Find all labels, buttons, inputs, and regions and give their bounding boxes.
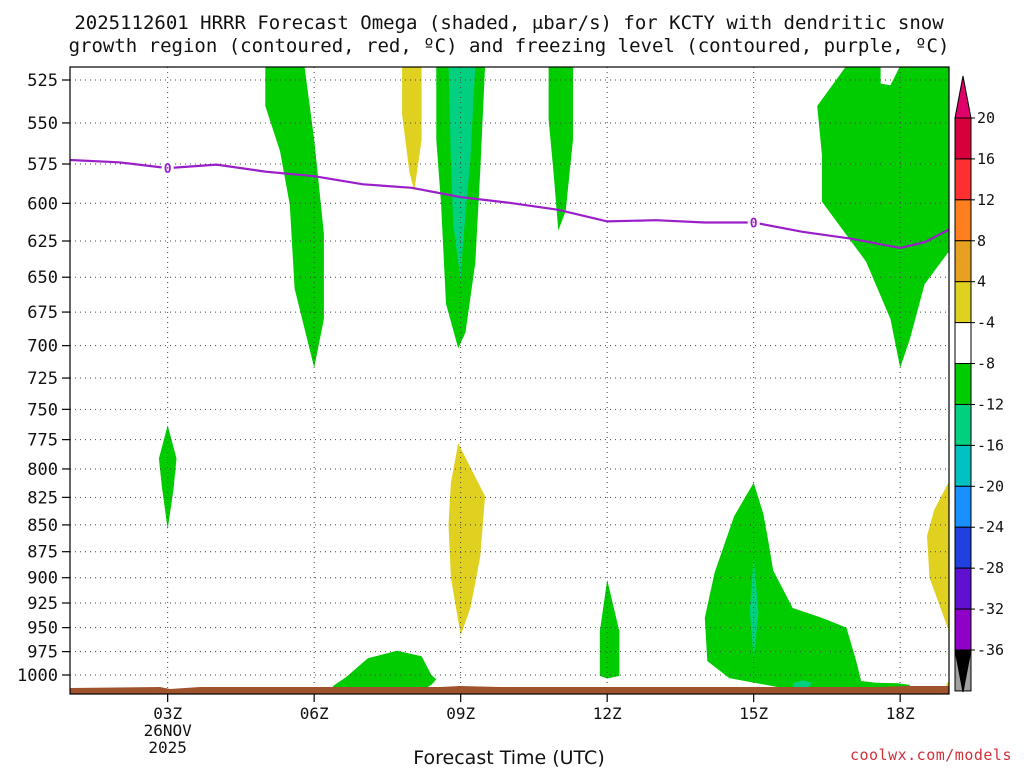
terrain-strip <box>70 686 949 694</box>
y-tick-label-650: 650 <box>27 268 58 288</box>
x-tick-label-09Z: 09Z <box>446 704 475 723</box>
x-axis-title: Forecast Time (UTC) <box>413 747 604 768</box>
colorbar-label-6: -8 <box>977 355 995 373</box>
freezing-level-label-1: 0 <box>750 217 758 232</box>
freezing-label-bg-1 <box>747 214 760 230</box>
colorbar-swatch-10 <box>954 526 972 569</box>
x-tick-label-15Z: 15Z <box>739 704 768 723</box>
surface-terrain <box>70 686 949 694</box>
chart-title-line-2: growth region (contoured, red, ºC) and f… <box>69 35 950 57</box>
y-tick-label-600: 600 <box>27 194 58 214</box>
colorbar-swatch-4 <box>954 281 972 324</box>
y-tick-label-750: 750 <box>27 400 58 420</box>
colorbar-label-0: 20 <box>977 109 995 127</box>
colorbar-over-triangle <box>954 75 972 119</box>
freezing-label-bg-0 <box>161 160 174 176</box>
y-tick-label-850: 850 <box>27 516 58 536</box>
x-tick-label-12Z: 12Z <box>593 704 622 723</box>
colorbar-swatch-11 <box>954 567 972 610</box>
omega-region-ascent-0900-core <box>448 67 476 281</box>
colorbar-swatch-3 <box>954 240 972 283</box>
x-tick-sublabel-03Z-0: 26NOV <box>144 721 193 740</box>
freezing-level-line <box>69 158 950 250</box>
colorbar-label-10: -24 <box>977 518 1004 536</box>
y-tick-label-950: 950 <box>27 619 58 639</box>
colorbar-label-3: 8 <box>977 232 986 250</box>
colorbar-label-8: -16 <box>977 436 1004 454</box>
y-axis-ticks: 525 550 575 600 625 650 675 700 725 750 775 800 825 8… <box>17 71 70 686</box>
chart-title-line-1: 2025112601 HRRR Forecast Omega (shaded, … <box>74 12 944 34</box>
y-tick-label-550: 550 <box>27 114 58 134</box>
colorbar-label-5: -4 <box>977 314 995 332</box>
y-tick-label-625: 625 <box>27 232 58 252</box>
colorbar-label-4: 4 <box>977 273 986 291</box>
colorbar-swatch-5 <box>954 322 972 365</box>
colorbar-label-11: -28 <box>977 559 1004 577</box>
colorbar-swatch-8 <box>954 444 972 487</box>
omega-region-ascent-1800 <box>817 67 949 368</box>
omega-region-rise-1900-mid <box>927 481 949 632</box>
site-credit: coolwx.com/models <box>850 746 1012 764</box>
y-tick-label-975: 975 <box>27 643 58 663</box>
omega-shading <box>158 67 949 694</box>
y-tick-label-1000: 1000 <box>17 666 58 686</box>
omega-region-ascent-1500-core <box>749 557 759 660</box>
omega-region-ascent-0800-low <box>331 650 437 694</box>
omega-region-ascent-0603 <box>265 67 324 368</box>
y-tick-label-675: 675 <box>27 303 58 323</box>
colorbar-swatch-0 <box>954 117 972 160</box>
x-tick-label-06Z: 06Z <box>300 704 329 723</box>
y-tick-label-825: 825 <box>27 488 58 508</box>
y-tick-label-775: 775 <box>27 431 58 451</box>
colorbar-label-2: 12 <box>977 191 995 209</box>
x-tick-label-18Z: 18Z <box>886 704 915 723</box>
colorbar-swatch-6 <box>954 363 972 405</box>
y-tick-label-925: 925 <box>27 594 58 614</box>
colorbar-swatch-7 <box>954 403 972 446</box>
x-tick-label-03Z: 03Z <box>153 704 182 723</box>
colorbar-swatch-9 <box>954 485 972 528</box>
omega-region-rise-0900 <box>448 443 486 636</box>
y-tick-label-525: 525 <box>27 71 58 91</box>
y-tick-label-725: 725 <box>27 369 58 389</box>
colorbar-swatch-12 <box>954 608 972 651</box>
y-tick-label-700: 700 <box>27 337 58 357</box>
colorbar-under-triangle <box>954 649 972 693</box>
colorbar-label-12: -32 <box>977 600 1004 618</box>
y-tick-label-900: 900 <box>27 569 58 589</box>
omega-region-rise-0800 <box>402 67 422 191</box>
freezing-level-label-0: 0 <box>164 162 172 177</box>
y-tick-label-575: 575 <box>27 155 58 175</box>
colorbar-swatch-1 <box>954 158 972 201</box>
colorbar-label-13: -36 <box>977 641 1004 659</box>
x-tick-sublabel-03Z-1: 2025 <box>148 738 187 757</box>
omega-region-ascent-1200 <box>599 579 620 679</box>
y-tick-label-800: 800 <box>27 460 58 480</box>
omega-region-ascent-1500 <box>704 482 910 694</box>
colorbar: 20 16 12 8 4 -4 -8 -12 -16 -20 -24 -28 -32 -36 <box>954 75 1004 693</box>
y-tick-label-875: 875 <box>27 543 58 563</box>
colorbar-label-1: 16 <box>977 150 995 168</box>
colorbar-label-9: -20 <box>977 477 1004 495</box>
colorbar-swatch-2 <box>954 199 972 242</box>
colorbar-label-7: -12 <box>977 395 1004 413</box>
plot-frame <box>69 66 950 695</box>
omega-region-ascent-1100 <box>548 67 573 231</box>
grid-lines <box>70 67 949 694</box>
freezing-level-contour: 00 <box>69 158 950 250</box>
